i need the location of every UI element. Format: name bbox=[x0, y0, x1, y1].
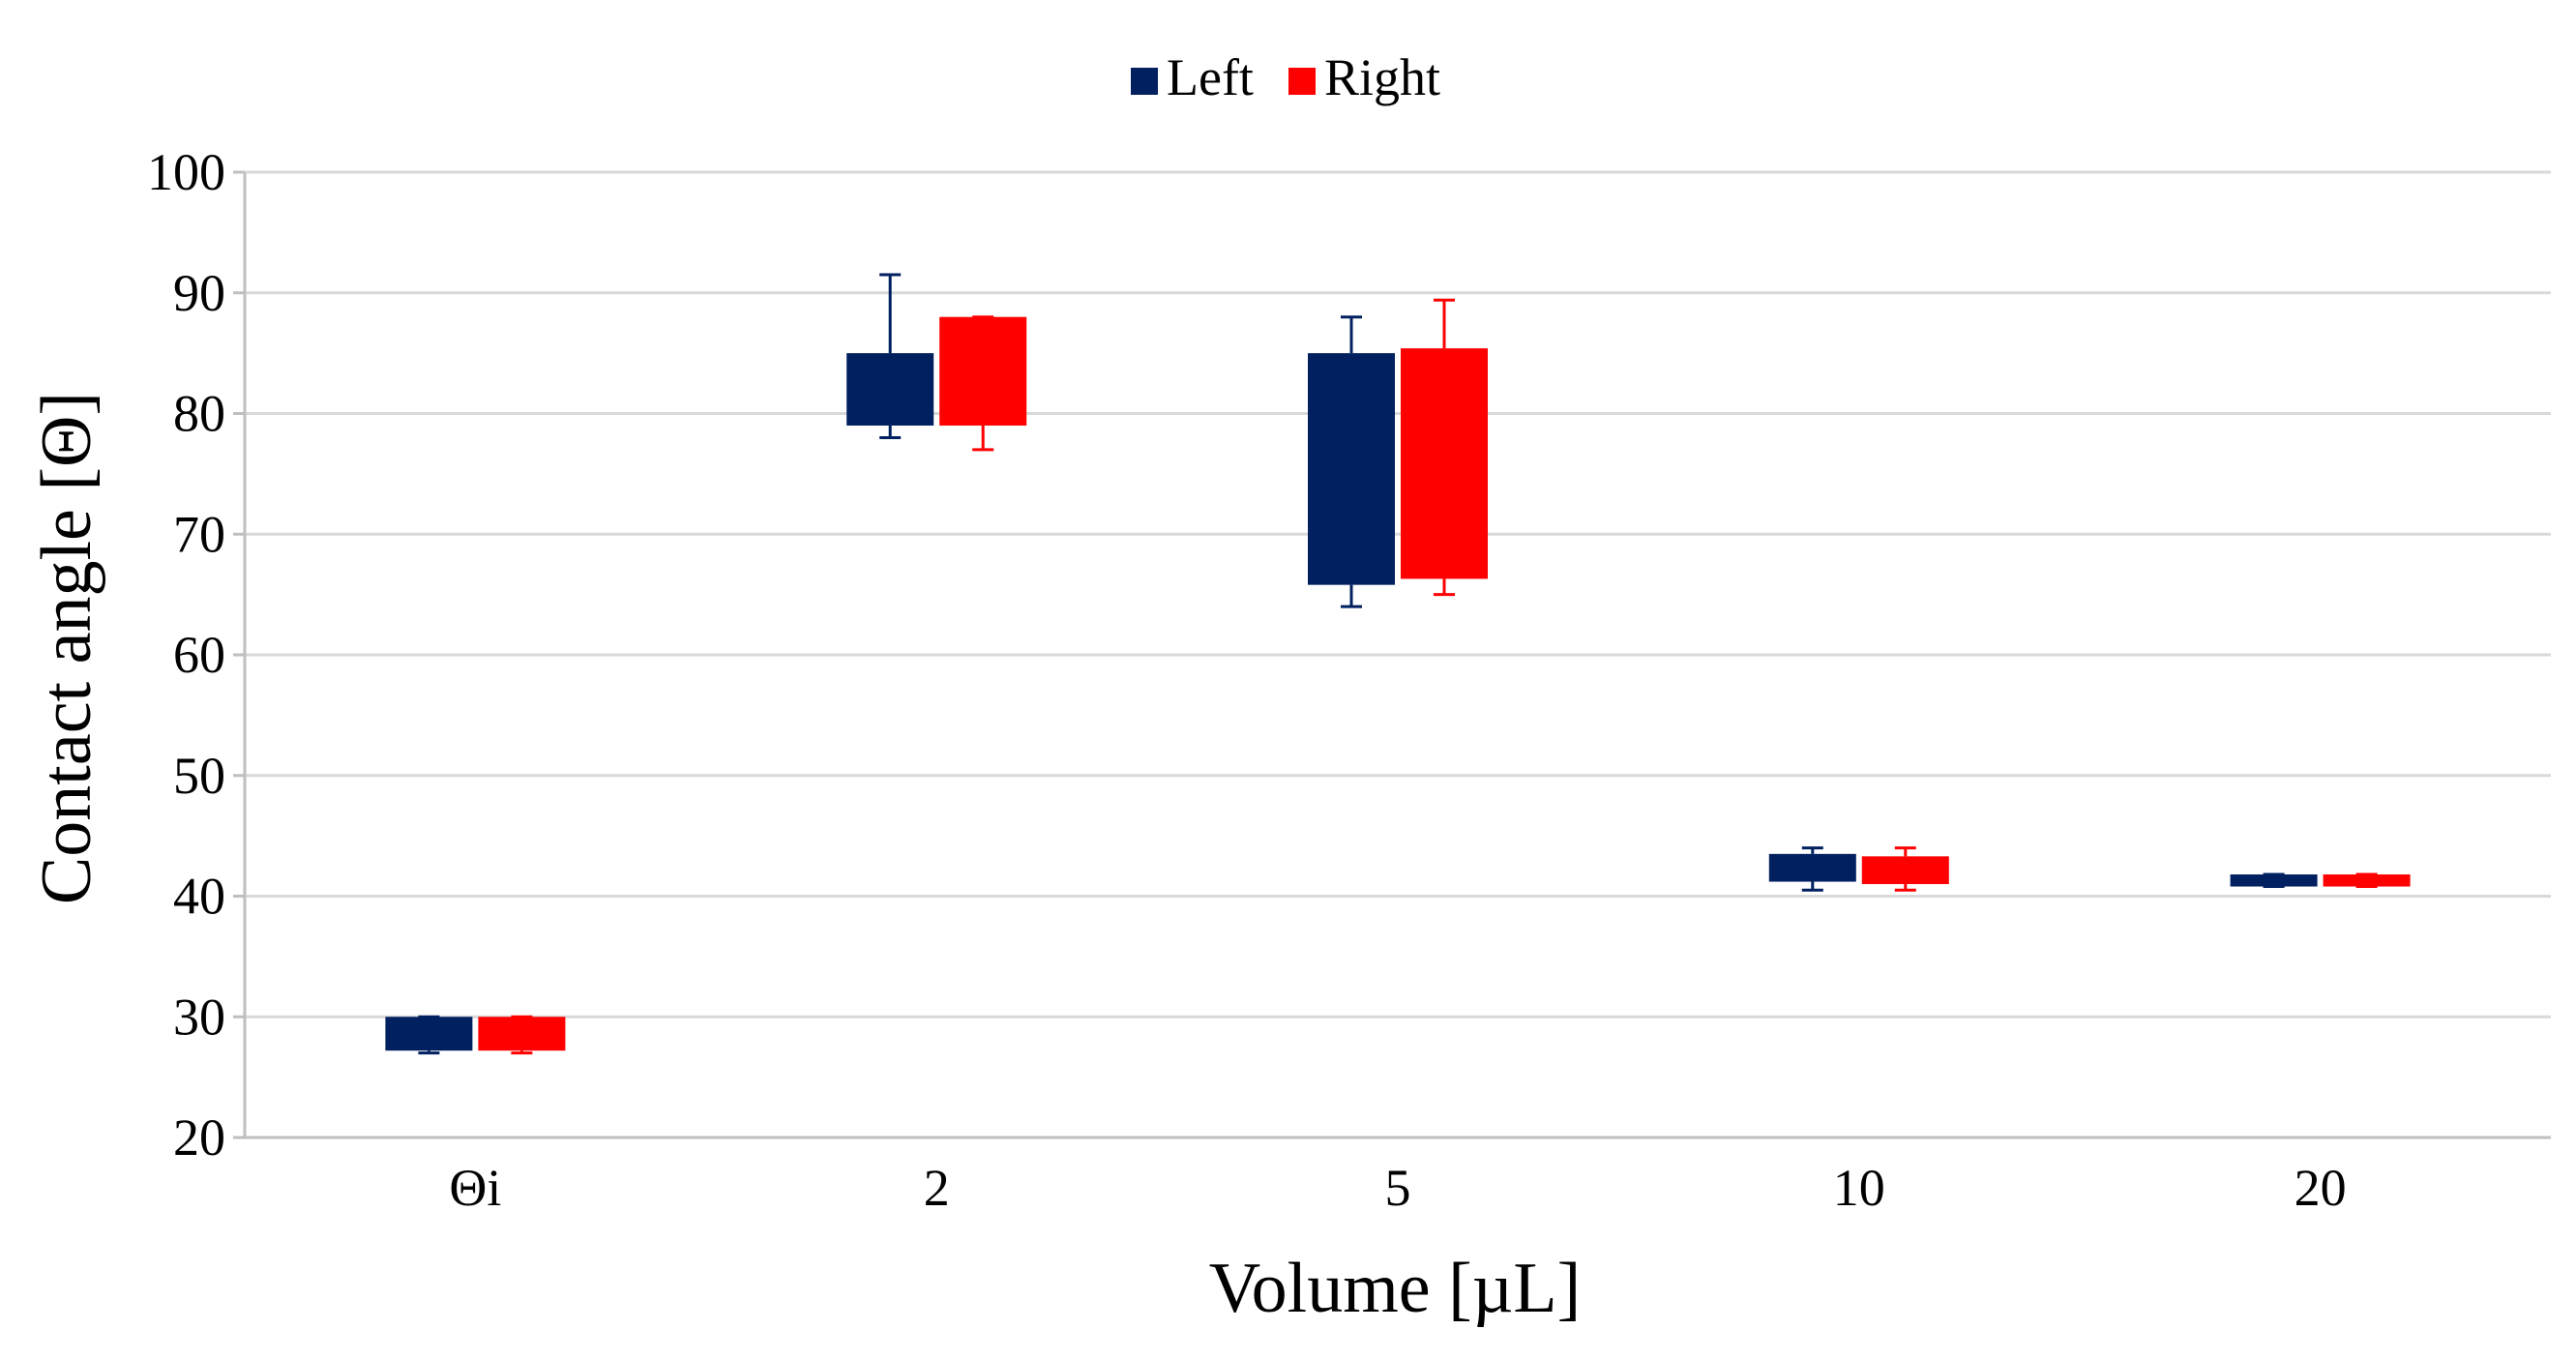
box-left-0 bbox=[385, 1017, 473, 1051]
legend-label-left: Left bbox=[1167, 48, 1254, 106]
y-tick-label-30: 30 bbox=[173, 988, 225, 1046]
x-tick-label-0: Θi bbox=[449, 1159, 501, 1217]
box-left-4 bbox=[2230, 874, 2318, 887]
y-tick-label-60: 60 bbox=[173, 626, 225, 684]
legend-label-right: Right bbox=[1324, 48, 1440, 106]
legend: Left Right bbox=[1131, 48, 1440, 106]
y-tick-label-80: 80 bbox=[173, 385, 225, 443]
y-tick-label-90: 90 bbox=[173, 264, 225, 322]
legend-swatch-right bbox=[1288, 68, 1316, 95]
boxes bbox=[385, 273, 2411, 1055]
box-group-left-0 bbox=[385, 1015, 473, 1055]
box-group-right-4 bbox=[2323, 872, 2411, 889]
x-tick-label-2: 5 bbox=[1385, 1159, 1411, 1217]
box-right-2 bbox=[1401, 348, 1488, 579]
box-group-left-3 bbox=[1768, 846, 1856, 892]
box-group-right-0 bbox=[478, 1015, 566, 1055]
y-tick-label-50: 50 bbox=[173, 747, 225, 805]
box-group-right-1 bbox=[939, 315, 1027, 452]
box-right-0 bbox=[478, 1017, 566, 1051]
axes: 20 30 40 50 60 70 80 90 100 Θi 2 5 10 20 bbox=[147, 143, 2551, 1217]
box-right-1 bbox=[939, 316, 1027, 426]
y-tick-label-70: 70 bbox=[173, 505, 225, 563]
box-right-3 bbox=[1861, 856, 1949, 885]
box-group-left-4 bbox=[2230, 872, 2318, 889]
x-tick-label-4: 20 bbox=[2295, 1159, 2347, 1217]
y-tick-label-100: 100 bbox=[147, 143, 225, 201]
legend-swatch-left bbox=[1131, 68, 1158, 95]
box-right-4 bbox=[2323, 874, 2411, 887]
box-group-right-2 bbox=[1401, 298, 1488, 597]
y-tick-label-40: 40 bbox=[173, 868, 225, 926]
box-group-left-2 bbox=[1308, 315, 1395, 608]
x-axis-title: Volume [µL] bbox=[1209, 1249, 1582, 1328]
x-tick-label-1: 2 bbox=[924, 1159, 950, 1217]
box-group-right-3 bbox=[1861, 846, 1949, 892]
gridlines bbox=[245, 170, 2551, 1139]
box-left-2 bbox=[1308, 353, 1395, 585]
x-tick-label-3: 10 bbox=[1833, 1159, 1885, 1217]
y-axis-title: Contact angle [Θ] bbox=[27, 392, 106, 904]
y-tick-label-20: 20 bbox=[173, 1108, 225, 1167]
box-group-left-1 bbox=[846, 273, 934, 439]
box-left-3 bbox=[1768, 853, 1856, 882]
box-left-1 bbox=[846, 353, 934, 426]
